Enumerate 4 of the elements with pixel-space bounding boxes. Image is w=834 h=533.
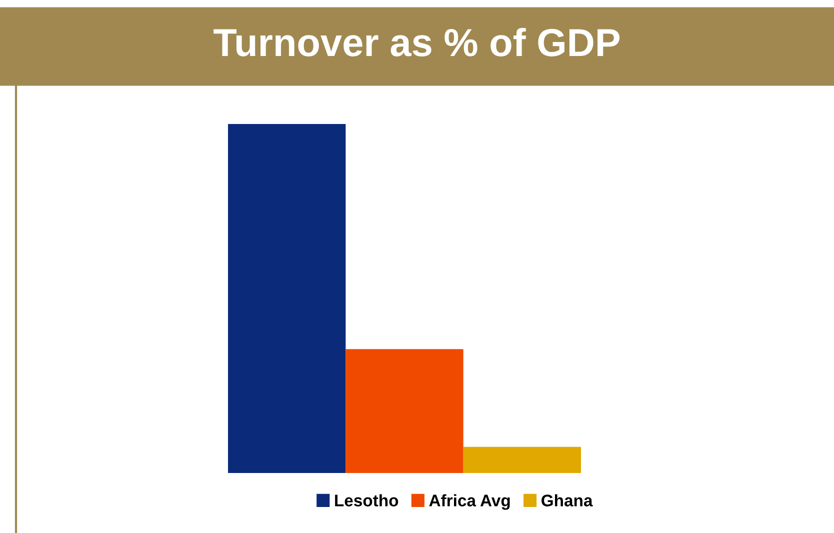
chart-title: Turnover as % of GDP: [214, 28, 620, 56]
legend-label: Lesotho: [335, 494, 398, 506]
legend-label: Africa Avg: [429, 494, 510, 510]
legend-label: Ghana: [542, 494, 593, 506]
